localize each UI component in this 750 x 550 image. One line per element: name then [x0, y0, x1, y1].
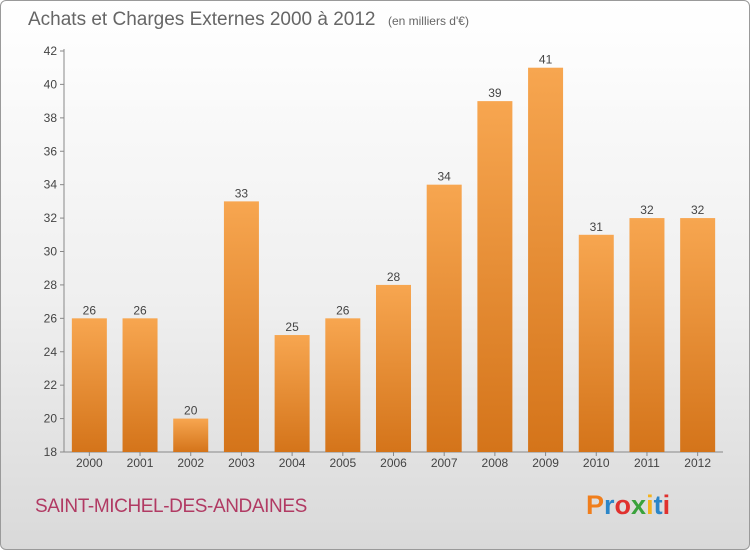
logo-letter: i	[662, 490, 671, 520]
bar	[578, 234, 614, 452]
data-label: 39	[488, 86, 502, 100]
x-tick-label: 2004	[279, 456, 306, 470]
bar	[223, 201, 259, 452]
data-label: 28	[387, 270, 401, 284]
x-tick-label: 2009	[532, 456, 559, 470]
x-tick-label: 2012	[684, 456, 711, 470]
data-label: 26	[336, 303, 350, 317]
chart-title: Achats et Charges Externes 2000 à 2012	[28, 9, 376, 30]
bar	[680, 218, 716, 452]
bar	[325, 318, 361, 452]
bar	[528, 67, 564, 452]
data-label: 32	[691, 203, 705, 217]
bar	[426, 184, 462, 452]
y-tick-label: 20	[44, 412, 58, 426]
y-tick-label: 18	[44, 445, 58, 459]
x-tick-label: 2011	[634, 456, 660, 470]
logo-letter: i	[646, 490, 654, 520]
data-label: 31	[590, 220, 604, 234]
data-label: 41	[539, 53, 553, 67]
title-row: Achats et Charges Externes 2000 à 2012 (…	[28, 9, 469, 31]
proxiti-logo: Proxiti	[586, 490, 670, 521]
data-label: 26	[83, 303, 97, 317]
bar	[274, 335, 310, 452]
data-label: 25	[285, 320, 299, 334]
bar	[71, 318, 107, 452]
y-tick-label: 36	[44, 144, 58, 158]
chart-subtitle: (en milliers d'€)	[387, 14, 469, 28]
logo-letter: t	[653, 490, 663, 520]
y-tick-label: 38	[44, 111, 58, 125]
x-tick-label: 2006	[380, 456, 407, 470]
logo-letter: r	[604, 490, 615, 520]
x-tick-label: 2010	[583, 456, 610, 470]
bar	[173, 418, 209, 452]
y-tick-label: 22	[44, 378, 58, 392]
bar	[629, 218, 665, 452]
y-tick-label: 34	[44, 178, 58, 192]
logo-letter: P	[586, 490, 605, 520]
y-tick-label: 24	[44, 345, 58, 359]
y-tick-label: 40	[44, 77, 58, 91]
commune-name: SAINT-MICHEL-DES-ANDAINES	[35, 496, 307, 517]
x-tick-label: 2003	[228, 456, 255, 470]
y-tick-label: 42	[44, 44, 58, 58]
x-tick-label: 2007	[431, 456, 458, 470]
logo-letter: x	[631, 490, 647, 520]
x-tick-label: 2005	[329, 456, 356, 470]
data-label: 34	[438, 170, 452, 184]
y-tick-label: 32	[44, 211, 58, 225]
bar	[122, 318, 158, 452]
x-tick-label: 2008	[482, 456, 509, 470]
data-label: 32	[640, 203, 654, 217]
bar	[376, 284, 411, 452]
x-tick-label: 2000	[76, 456, 103, 470]
bar	[477, 101, 513, 452]
y-tick-label: 30	[44, 245, 58, 259]
data-label: 33	[235, 186, 249, 200]
data-label: 20	[184, 404, 198, 418]
x-tick-label: 2001	[127, 456, 154, 470]
x-tick-label: 2002	[177, 456, 204, 470]
y-tick-label: 28	[44, 278, 58, 292]
logo-letter: o	[614, 490, 632, 520]
data-label: 26	[133, 303, 147, 317]
y-tick-label: 26	[44, 311, 58, 325]
